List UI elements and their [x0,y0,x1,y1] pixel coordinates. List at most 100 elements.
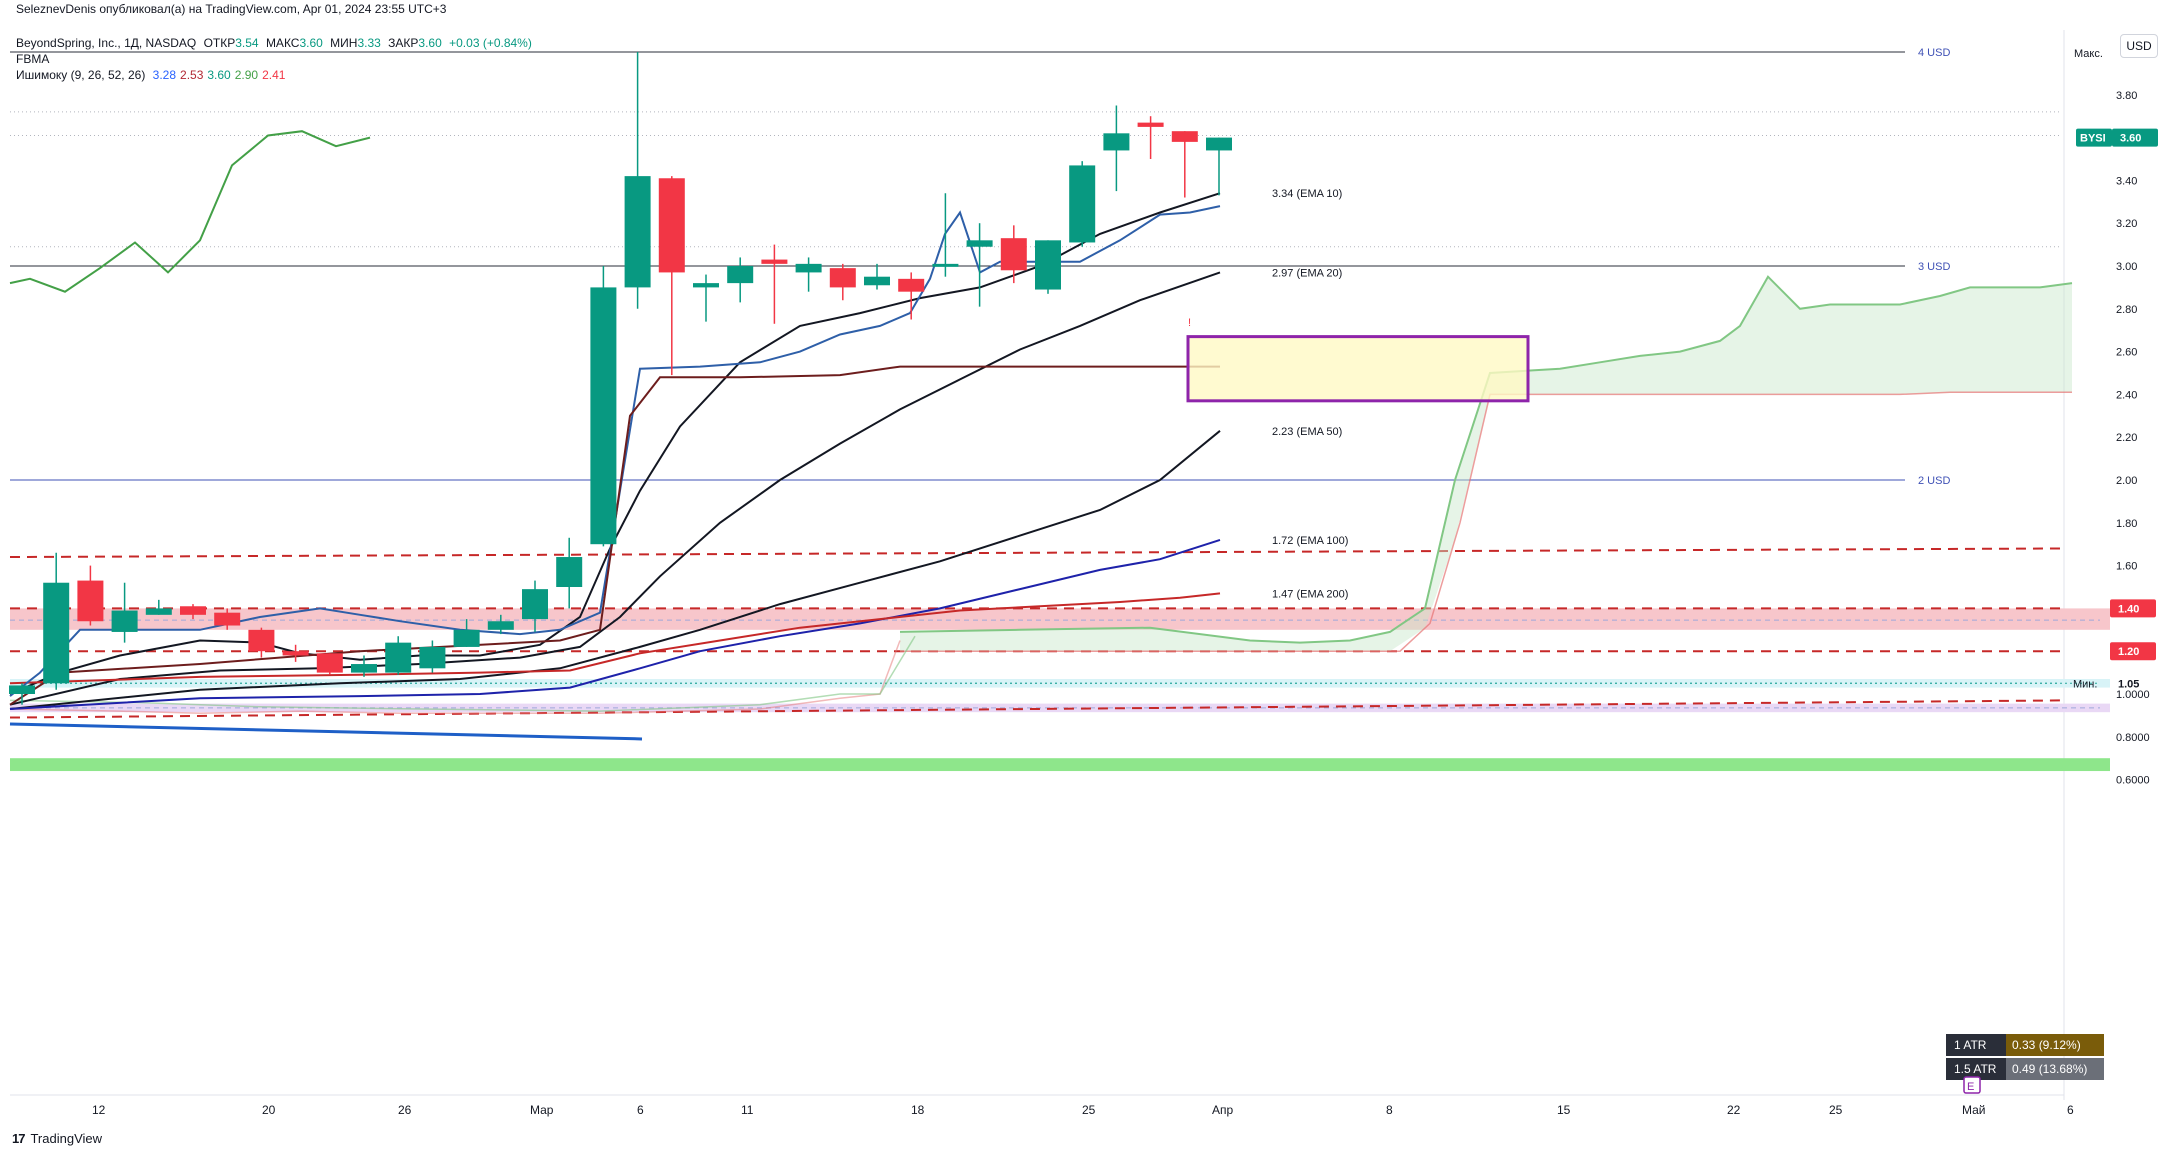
low-label: МИН [330,36,358,50]
axis-level-note: Мин. [2073,678,2097,690]
ema-label: 2.23 (EMA 50) [1272,426,1342,438]
atr-value-box [2006,1058,2104,1080]
y-tick-label: 3.00 [2116,261,2137,273]
candle-body [1035,240,1061,290]
atr-value: 0.33 (9.12%) [2012,1038,2081,1052]
axis-level-badge [2110,674,2156,693]
candle-body [487,621,514,630]
currency-button[interactable]: USD [2120,34,2158,58]
candle-body [522,589,548,620]
y-tick-label: 3.40 [2116,175,2137,187]
x-tick-label: 8 [1386,1103,1393,1117]
ticker-badge-text: BYSI [2080,133,2106,145]
annotation-flag: ! [1188,317,1191,329]
atr-label: 1.5 ATR [1954,1062,1997,1076]
trendline-dashed [9,547,2061,559]
x-tick-label: 26 [398,1103,412,1117]
x-tick-label: 18 [911,1103,925,1117]
support-zone-purple [10,703,2110,713]
ichimoku-value: 3.28 [152,68,177,82]
ichimoku-label: Ишимоку (9, 26, 52, 26) [16,68,146,82]
y-tick-label: 0.8000 [2116,732,2150,744]
tradingview-logo-icon: 17 [12,1131,26,1146]
candle-body [316,653,343,673]
change-value: +0.03 (+0.84%) [449,36,532,50]
x-tick-label: 6 [2067,1103,2074,1117]
ichimoku-span-a-past [9,635,916,712]
last-price-text: 3.60 [2120,133,2141,145]
ema-label: 3.34 (EMA 10) [1272,188,1342,200]
y-tick-label: 3.80 [2116,90,2137,102]
atr-value: 0.49 (13.68%) [2012,1062,2087,1076]
ema-200-line [9,592,1221,685]
open-value: 3.54 [235,36,259,50]
high-value: 3.60 [299,36,323,50]
earnings-marker-label: E [1967,1081,1974,1093]
candle-body [282,651,309,656]
y-tick-label: 2.00 [2116,475,2137,487]
atr-label-box [1946,1058,2006,1080]
candle-body [556,557,583,587]
ichimoku-span-a [899,275,2073,644]
close-label: ЗАКР [388,36,419,50]
symbol-legend[interactable]: BeyondSpring, Inc., 1Д, NASDAQ ОТКР3.54 … [16,36,536,50]
x-tick-label: 12 [92,1103,106,1117]
candle-body [248,629,275,652]
candle-body [590,287,617,545]
candle-body [180,606,206,615]
ichimoku-span-b [900,391,2072,652]
candle-body [419,646,446,669]
candle-body [9,685,35,694]
candle-body [932,263,959,267]
candle-body [795,263,822,273]
indicator-ichimoku[interactable]: Ишимоку (9, 26, 52, 26) 3.28 2.53 3.60 2.90… [16,68,293,82]
y-tick-label: 1.0000 [2116,689,2150,701]
level-label: 3 USD [1918,261,1950,273]
candle-body [77,580,104,622]
x-tick-label: 22 [1727,1103,1741,1117]
atr-value-box [2006,1034,2104,1056]
y-tick-label: 1.80 [2116,518,2137,530]
ichimoku-span-b-past [9,640,901,715]
candle-body [829,268,856,288]
candle-body [111,610,138,632]
tradingview-name: TradingView [30,1131,103,1146]
ichimoku-value: 3.60 [207,68,231,82]
ichimoku-value: 2.53 [180,68,204,82]
close-value: 3.60 [418,36,442,50]
ema-20-line [9,271,1221,706]
x-tick-label: 15 [1557,1103,1571,1117]
x-tick-label: 25 [1082,1103,1096,1117]
trendline-dashed-low [9,699,2061,719]
candle-body [864,276,890,286]
y-tick-label: 2.60 [2116,347,2137,359]
y-tick-label: 3.20 [2116,218,2137,230]
candle-body [966,240,993,247]
candle-body [898,278,925,292]
x-tick-label: 6 [637,1103,644,1117]
ema-50-line [9,430,1221,710]
x-tick-label: Мар [530,1103,554,1117]
y-tick-label: 2.80 [2116,304,2137,316]
indicator-fbma[interactable]: FBMA [16,52,50,66]
candle-body [727,266,754,284]
candle-body [1206,137,1232,151]
candle-body [145,608,172,615]
candle-body [385,642,412,673]
tradingview-branding[interactable]: 17 TradingView [12,1131,102,1146]
earnings-marker [1963,1076,1981,1094]
high-label: МАКС [265,36,300,50]
supply-zone-pink [10,608,2110,630]
symbol-title[interactable]: BeyondSpring, Inc., 1Д, NASDAQ [16,36,197,50]
candle-body [1000,238,1027,271]
publish-info: SeleznevDenis опубликовал(а) на TradingV… [16,2,447,16]
candle-body [658,178,685,273]
ichimoku-value: 2.41 [262,68,286,82]
candle-body [453,629,480,647]
candle-body [43,582,70,684]
ema-label: 2.97 (EMA 20) [1272,267,1342,279]
y-tick-label: 1.60 [2116,561,2137,573]
candle-body [624,176,651,288]
ichimoku-kijun-line [9,365,1220,706]
